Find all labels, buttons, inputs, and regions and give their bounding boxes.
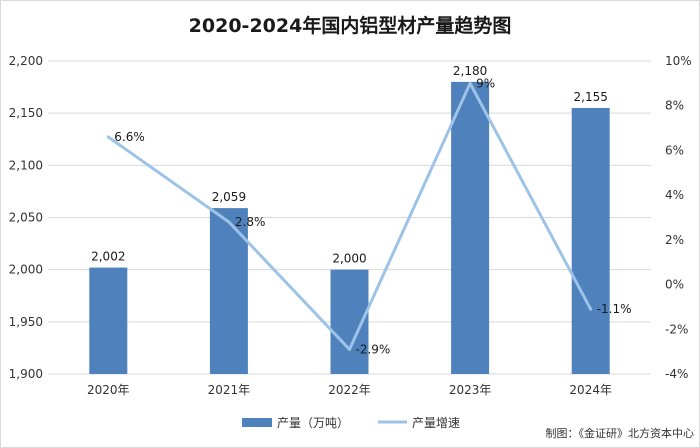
bar-label-1: 2,059 xyxy=(212,190,246,204)
legend-swatch-production xyxy=(242,418,272,427)
left-tick-label-0: 1,900 xyxy=(9,367,43,381)
growth-point-4 xyxy=(589,307,593,311)
source-credit: 制图：《金证研》北方资本中心 xyxy=(546,426,695,440)
right-tick-label-5: 6% xyxy=(665,143,684,157)
line-series-growth: 6.6% 2.8% -2.9% 9% -1.1% xyxy=(106,76,632,356)
growth-label-0: 6.6% xyxy=(114,130,145,144)
legend-label-growth: 产量增速 xyxy=(412,416,460,430)
growth-label-4: -1.1% xyxy=(597,302,632,316)
x-tick-label-3: 2023年 xyxy=(449,383,492,397)
bar-label-4: 2,155 xyxy=(574,90,608,104)
left-tick-label-2: 2,000 xyxy=(9,263,43,277)
left-tick-label-4: 2,100 xyxy=(9,158,43,172)
right-tick-label-4: 4% xyxy=(665,188,684,202)
bar-label-3: 2,180 xyxy=(453,64,487,78)
x-axis: 2020年 2021年 2022年 2023年 2024年 xyxy=(87,383,612,397)
bar-4 xyxy=(571,107,610,374)
bar-series-production: 2,002 2,059 2,000 2,180 2,155 xyxy=(89,64,610,374)
x-tick-label-4: 2024年 xyxy=(569,383,612,397)
bar-0 xyxy=(89,267,128,374)
growth-label-1: 2.8% xyxy=(235,215,266,229)
growth-label-2: -2.9% xyxy=(356,342,391,356)
x-tick-label-0: 2020年 xyxy=(87,383,130,397)
right-tick-label-3: 2% xyxy=(665,233,684,247)
x-tick-label-2: 2022年 xyxy=(328,383,371,397)
right-tick-label-7: 10% xyxy=(665,54,692,68)
left-tick-label-5: 2,150 xyxy=(9,106,43,120)
legend-label-production: 产量（万吨） xyxy=(277,416,349,430)
x-tick-label-1: 2021年 xyxy=(208,383,251,397)
left-tick-label-6: 2,200 xyxy=(9,54,43,68)
right-tick-label-6: 8% xyxy=(665,99,684,113)
bar-1 xyxy=(209,208,248,374)
bar-label-0: 2,002 xyxy=(91,250,125,264)
right-tick-label-1: -2% xyxy=(665,322,688,336)
right-tick-label-2: 0% xyxy=(665,278,684,292)
legend: 产量（万吨） 产量增速 xyxy=(242,416,460,430)
bar-3 xyxy=(451,81,490,374)
growth-point-2 xyxy=(348,347,351,351)
left-tick-label-1: 1,950 xyxy=(9,315,43,329)
growth-point-3 xyxy=(468,81,472,85)
right-y-axis: -4% -2% 0% 2% 4% 6% 8% 10% xyxy=(665,54,692,381)
left-y-axis: 1,900 1,950 2,000 2,050 2,100 2,150 2,200 xyxy=(9,54,43,381)
right-tick-label-0: -4% xyxy=(665,367,688,381)
left-tick-label-3: 2,050 xyxy=(9,211,43,225)
bar-label-2: 2,000 xyxy=(332,252,366,266)
chart-title: 2020-2024年国内铝型材产量趋势图 xyxy=(189,14,512,37)
growth-label-3: 9% xyxy=(476,76,495,90)
growth-point-0 xyxy=(106,135,110,139)
growth-point-1 xyxy=(227,220,231,224)
